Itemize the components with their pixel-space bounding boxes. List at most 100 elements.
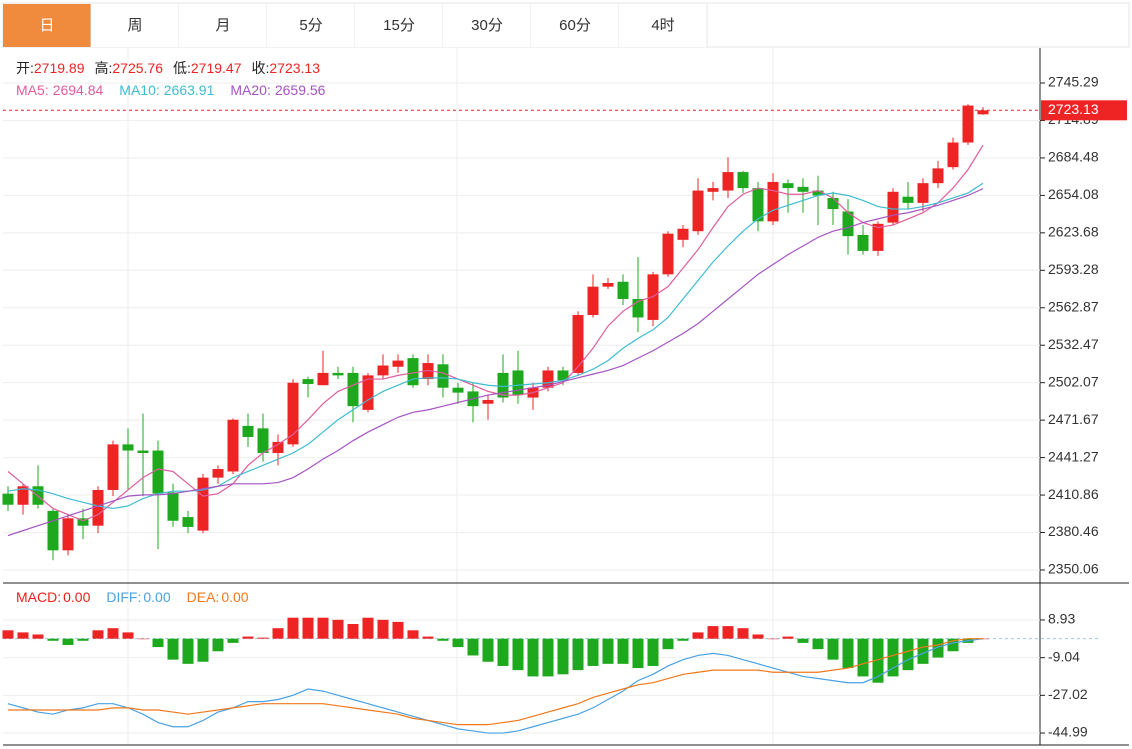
tab-bg xyxy=(267,4,355,47)
macd-bar xyxy=(617,638,629,664)
tab-label: 日 xyxy=(39,17,54,34)
candle-body xyxy=(872,223,884,251)
ma-name: MA10: xyxy=(119,82,159,98)
macd-bar xyxy=(137,638,149,640)
tab[interactable]: 5分 xyxy=(267,4,356,47)
y-tick-label: 8.93 xyxy=(1048,611,1075,627)
candle-body xyxy=(677,228,689,240)
candle-body xyxy=(77,518,89,526)
ma-name: MA5: xyxy=(16,82,49,98)
macd-bar xyxy=(272,628,284,639)
quote-key: 高: xyxy=(95,60,113,76)
candle-body xyxy=(17,486,29,505)
candle-body xyxy=(572,315,584,373)
ma-value: 2663.91 xyxy=(164,82,215,98)
candle-body xyxy=(287,382,299,445)
macd-bar xyxy=(92,630,104,639)
quote-key: 低: xyxy=(173,60,191,76)
macd-bar xyxy=(662,638,674,650)
macd-bar xyxy=(887,638,899,677)
ma-name: MA20: xyxy=(230,82,270,98)
macd-bar xyxy=(2,630,14,639)
tab-bg xyxy=(3,4,91,47)
macd-bar xyxy=(62,638,74,645)
candle-body xyxy=(512,370,524,396)
macd-line xyxy=(8,638,983,726)
tab[interactable]: 日 xyxy=(3,4,92,47)
macd-bar xyxy=(167,638,179,660)
macd-bar xyxy=(197,638,209,662)
tab[interactable]: 周 xyxy=(91,4,180,47)
candle-body xyxy=(347,372,359,407)
y-tick-label: 2745.29 xyxy=(1048,74,1099,90)
candle-body xyxy=(947,142,959,168)
candle-body xyxy=(332,372,344,376)
y-tick-label: 2410.86 xyxy=(1048,486,1099,502)
tab-label: 30分 xyxy=(471,17,503,34)
candle-body xyxy=(737,172,749,189)
macd-bar xyxy=(677,638,689,641)
quote-value: 2725.76 xyxy=(112,60,163,76)
candle-body xyxy=(92,489,104,526)
macd-name: DIFF: xyxy=(106,589,141,605)
macd-bar xyxy=(362,617,374,639)
candle-body xyxy=(227,419,239,472)
y-tick-label: 2684.48 xyxy=(1048,149,1099,165)
y-tick-label: 2623.68 xyxy=(1048,224,1099,240)
macd-bar xyxy=(317,617,329,639)
tab-label: 周 xyxy=(127,17,142,34)
macd-bar xyxy=(32,634,44,639)
macd-bar xyxy=(872,638,884,683)
candle-body xyxy=(272,441,284,453)
macd-bar xyxy=(782,636,794,639)
macd-bar xyxy=(242,636,254,639)
candle-body xyxy=(632,298,644,318)
macd-value: 0.00 xyxy=(221,589,248,605)
candle-body xyxy=(587,286,599,315)
ma-line xyxy=(7,144,984,522)
macd-bar xyxy=(77,638,89,641)
macd-value: 0.00 xyxy=(63,589,90,605)
macd-bar xyxy=(182,638,194,664)
macd-bar xyxy=(347,624,359,639)
candle-body xyxy=(857,234,869,251)
tab[interactable]: 15分 xyxy=(355,4,444,47)
y-tick-label: 2471.67 xyxy=(1048,411,1099,427)
candle-body xyxy=(662,233,674,275)
macd-bar xyxy=(722,626,734,639)
y-tick-label: 2562.87 xyxy=(1048,298,1099,314)
candle-body xyxy=(407,358,419,386)
y-tick-label: 2441.27 xyxy=(1048,448,1099,464)
candle-body xyxy=(887,191,899,223)
candle-body xyxy=(437,364,449,388)
tab[interactable]: 30分 xyxy=(443,4,532,47)
candle-body xyxy=(842,211,854,237)
macd-bar xyxy=(212,638,224,652)
macd-bar xyxy=(437,638,449,641)
macd-bar xyxy=(497,638,509,666)
macd-bar xyxy=(257,637,269,639)
candle-body xyxy=(812,190,824,196)
tab[interactable]: 月 xyxy=(179,4,268,47)
candle-body xyxy=(827,197,839,210)
candle-body xyxy=(47,510,59,551)
macd-bar xyxy=(377,619,389,639)
macd-value: 0.00 xyxy=(143,589,170,605)
candle-body xyxy=(167,492,179,521)
ma-value: 2694.84 xyxy=(53,82,104,98)
tab[interactable]: 60分 xyxy=(531,4,620,47)
candle-body xyxy=(542,370,554,388)
candle-body xyxy=(962,105,974,143)
candle-body xyxy=(932,168,944,184)
macd-bar xyxy=(572,638,584,671)
macd-bar xyxy=(737,628,749,639)
macd-bar xyxy=(752,634,764,639)
macd-bar xyxy=(767,638,779,640)
candle-body xyxy=(917,183,929,203)
macd-bar xyxy=(842,638,854,669)
macd-bar xyxy=(227,638,239,643)
candle-body xyxy=(767,181,779,222)
candle-body xyxy=(452,387,464,393)
tab[interactable]: 4时 xyxy=(619,4,708,47)
